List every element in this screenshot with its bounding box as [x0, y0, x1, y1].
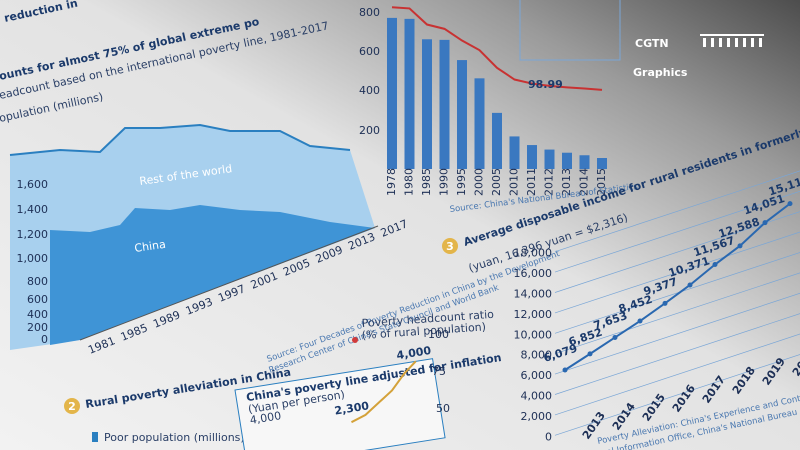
- grid-line: [554, 170, 800, 253]
- income-line: [564, 202, 791, 371]
- bar: [597, 158, 607, 169]
- bar: [544, 149, 555, 169]
- section-badge: [442, 238, 458, 254]
- bar: [387, 17, 397, 170]
- y-tick-label: 6,000: [521, 369, 553, 382]
- section-badge: [64, 398, 80, 414]
- y-tick-label: 1,200: [17, 228, 49, 241]
- bar: [579, 155, 590, 169]
- inset-label: 4,000: [396, 344, 433, 362]
- legend-swatch: [92, 432, 98, 442]
- x-tick-label: 2013: [560, 168, 573, 196]
- y-tick-label: 4,000: [521, 389, 553, 402]
- inset-frame: [519, 0, 621, 61]
- ratio-line: [391, 6, 603, 91]
- grid-line: [554, 292, 800, 375]
- bar: [509, 136, 520, 169]
- y-tick-label: 600: [27, 293, 48, 306]
- y-tick-label: 200: [359, 124, 380, 137]
- logo-icon: [700, 34, 764, 47]
- y-tick-label: 2,000: [521, 410, 553, 423]
- point: [712, 262, 718, 268]
- value-label: 98.99: [528, 78, 563, 91]
- y-tick-label: 18,000: [514, 247, 553, 260]
- bar: [439, 39, 450, 170]
- y-tick-label: 400: [27, 308, 48, 321]
- y-tick-label: 16,000: [514, 267, 553, 280]
- y-tick-label: 10,000: [514, 328, 553, 341]
- point: [637, 318, 643, 324]
- y-tick-label: 14,000: [514, 287, 553, 300]
- x-tick-label: 2015: [595, 168, 608, 196]
- x-tick-label: 1978: [385, 168, 398, 196]
- x-tick-label: 2020: [790, 346, 800, 379]
- axis: [79, 225, 379, 341]
- y-tick-label: 400: [359, 84, 380, 97]
- grid-line: [554, 231, 800, 314]
- section-number: 2: [68, 400, 76, 413]
- inset-label: 2,300: [334, 399, 371, 417]
- x-tick-label: 2005: [490, 168, 503, 196]
- point: [612, 334, 618, 340]
- bar: [527, 145, 537, 169]
- bar: [457, 60, 467, 169]
- x-tick-label: 1985: [420, 168, 433, 196]
- grid-line: [554, 211, 800, 293]
- logo-line2: Graphics: [633, 66, 688, 79]
- y2-tick-label: 50: [436, 402, 450, 415]
- x-tick-label: 2011: [525, 168, 538, 196]
- legend: Poor population (millions): [104, 431, 245, 444]
- bar: [474, 78, 485, 169]
- x-tick-label: 2014: [578, 168, 591, 196]
- area-china: [50, 205, 375, 345]
- y-tick-label: 800: [27, 275, 48, 288]
- area-label: China: [134, 238, 167, 255]
- y-tick-label: 600: [359, 45, 380, 58]
- inset-box: [234, 358, 446, 450]
- x-tick-label: 2010: [508, 168, 521, 196]
- x-tick-label: 2000: [473, 168, 486, 196]
- y2-tick-label: 75: [432, 365, 446, 378]
- point: [687, 282, 693, 288]
- inset-tick: 4,000: [249, 409, 282, 427]
- y-tick-label: 0: [545, 430, 552, 443]
- grid-line: [554, 252, 800, 334]
- grid-line: [554, 354, 800, 436]
- point: [662, 300, 668, 306]
- bar: [492, 112, 502, 169]
- area-outline: [9, 123, 351, 156]
- y-tick-label: 1,600: [17, 178, 49, 191]
- y2-tick-label: 100: [428, 328, 449, 341]
- grid-line: [554, 333, 800, 416]
- x-tick-label: 1990: [438, 168, 451, 196]
- y-tick-label: 1,000: [17, 252, 49, 265]
- y-tick-label: 1,400: [17, 203, 49, 216]
- point: [737, 243, 743, 249]
- x-tick-label: 1995: [455, 168, 468, 196]
- legend-dot: [352, 337, 358, 343]
- point: [762, 220, 768, 226]
- grid-line: [554, 190, 800, 273]
- bar: [422, 39, 432, 170]
- grid-line: [554, 272, 800, 355]
- point: [787, 201, 793, 207]
- x-tick-label: 1980: [403, 168, 416, 196]
- bar: [562, 152, 572, 169]
- bar: [404, 18, 415, 170]
- y-tick-label: 800: [359, 6, 380, 19]
- point: [587, 351, 593, 357]
- y-tick-label: 8,000: [521, 349, 553, 362]
- inset-line: [351, 360, 417, 424]
- x-tick-label: 2012: [543, 168, 556, 196]
- y-tick-label: 12,000: [514, 308, 553, 321]
- grid-line: [554, 313, 800, 395]
- y-tick-label: 0: [41, 333, 48, 346]
- section-number: 3: [446, 240, 454, 253]
- logo-line1: CGTN: [635, 37, 669, 50]
- y-tick-label: 200: [27, 321, 48, 334]
- point: [562, 367, 568, 373]
